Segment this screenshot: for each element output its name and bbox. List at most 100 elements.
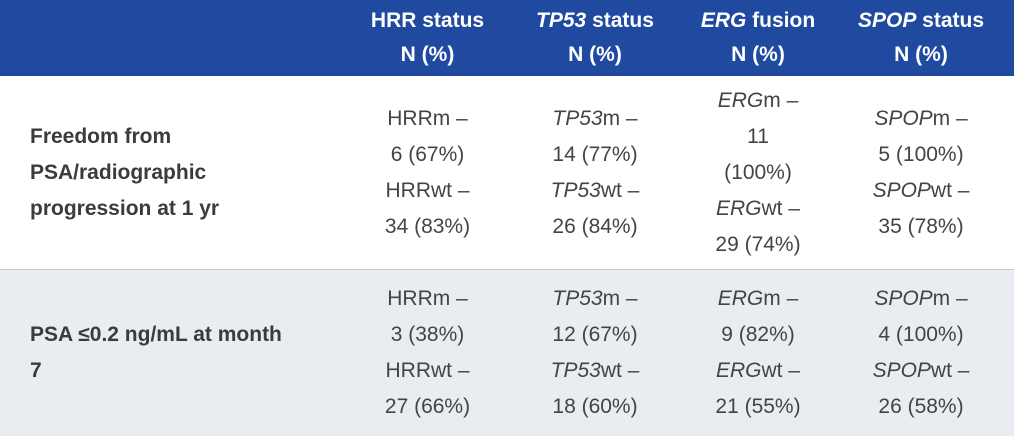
cell-value: 11 — [747, 125, 769, 148]
gene-name: TP53 — [550, 179, 601, 202]
cell-value: m – — [602, 107, 638, 130]
table-cell: SPOPm –5 (100%) SPOPwt –35 (78%) — [838, 76, 1004, 270]
gene-name: TP53 — [550, 359, 601, 382]
cell-value: 5 (100%) — [878, 143, 964, 166]
cell-value: HRRwt – — [385, 179, 470, 202]
cell-line: 27 (66%) — [385, 389, 470, 425]
row-label-line: PSA ≤0.2 ng/mL at month — [30, 323, 282, 346]
cell-line: 34 (83%) — [385, 209, 470, 245]
gene-name: SPOP — [872, 359, 931, 382]
cell-value: 12 (67%) — [552, 323, 638, 346]
cell-value: m – — [602, 287, 638, 310]
column-header-spop: SPOP status N (%) — [838, 0, 1004, 76]
table-row — [0, 270, 1014, 436]
gene-name: ERG — [717, 287, 764, 310]
table-cell: TP53m –12 (67%) TP53wt –18 (60%) — [512, 270, 678, 436]
cell-line: HRRm – — [387, 281, 468, 317]
column-header-tp53: TP53 status N (%) — [512, 0, 678, 76]
cell-value: wt – — [930, 179, 970, 202]
table-cell: TP53m –14 (77%) TP53wt –26 (84%) — [512, 76, 678, 270]
table-cell: ERGm –9 (82%) ERGwt –21 (55%) — [678, 270, 838, 436]
cell-line: ERGwt – — [716, 191, 800, 227]
cell-line: HRRwt – — [385, 173, 469, 209]
column-header-name: HRR status — [370, 9, 485, 32]
cell-value: 35 (78%) — [878, 215, 964, 238]
column-header-name: status — [916, 9, 985, 32]
cell-line: 12 (67%) — [552, 317, 637, 353]
cell-line: HRRm – — [387, 101, 468, 137]
cell-value: 14 (77%) — [552, 143, 638, 166]
cell-line: 9 (82%) — [721, 317, 795, 353]
column-header-hrr: HRR status N (%) — [345, 0, 510, 76]
cell-value: wt – — [600, 359, 640, 382]
cell-value: m – — [763, 89, 799, 112]
cell-value: m – — [932, 287, 968, 310]
table-row — [0, 76, 1014, 270]
cell-value: (100%) — [724, 161, 792, 184]
row-label-line: Freedom from — [30, 125, 172, 148]
gene-name: SPOP — [872, 179, 931, 202]
cell-line: SPOPm – — [874, 281, 967, 317]
cell-value: 29 (74%) — [715, 233, 801, 256]
cell-line: TP53wt – — [551, 353, 640, 389]
cell-value: m – — [932, 107, 968, 130]
column-header-unit: N (%) — [894, 43, 948, 66]
column-header-unit: N (%) — [400, 43, 455, 66]
cell-line: TP53wt – — [551, 173, 640, 209]
cell-line: SPOPwt – — [873, 173, 970, 209]
cell-value: wt – — [761, 359, 801, 382]
row-label: PSA ≤0.2 ng/mL at month 7 — [30, 270, 350, 436]
cell-value: HRRwt – — [385, 359, 470, 382]
cell-line: ERGm – — [718, 281, 799, 317]
cell-line: ERGwt – — [716, 353, 800, 389]
cell-value: 9 (82%) — [721, 323, 795, 346]
gene-name: SPOP — [874, 107, 933, 130]
cell-value: 27 (66%) — [384, 395, 471, 418]
gene-name: ERG — [715, 359, 762, 382]
cell-line: (100%) — [724, 155, 792, 191]
table-cell: SPOPm –4 (100%) SPOPwt –26 (58%) — [838, 270, 1004, 436]
cell-value: wt – — [600, 179, 640, 202]
cell-line: ERGm – — [718, 83, 799, 119]
gene-name: TP53 — [552, 287, 603, 310]
cell-value: 4 (100%) — [878, 323, 964, 346]
cell-value: 18 (60%) — [552, 395, 638, 418]
table-cell: HRRm – 3 (38%) HRRwt – 27 (66%) — [345, 270, 510, 436]
cell-line: 35 (78%) — [878, 209, 963, 245]
cell-line: 29 (74%) — [715, 227, 800, 263]
cell-line: 14 (77%) — [552, 137, 637, 173]
cell-line: TP53m – — [552, 281, 637, 317]
gene-name: TP53 — [552, 107, 603, 130]
gene-name: ERG — [717, 89, 764, 112]
cell-line: 26 (84%) — [552, 209, 637, 245]
cell-line: 11 — [747, 119, 769, 155]
cell-line: HRRwt – — [385, 353, 469, 389]
cell-line: 26 (58%) — [878, 389, 963, 425]
cell-value: 6 (67%) — [390, 143, 465, 166]
column-header-italic: SPOP — [857, 9, 917, 32]
column-header-italic: ERG — [700, 9, 747, 32]
cell-value: 26 (58%) — [878, 395, 964, 418]
cell-value: wt – — [930, 359, 970, 382]
cell-line: 5 (100%) — [878, 137, 963, 173]
column-header-name: fusion — [746, 9, 816, 32]
cell-value: wt – — [761, 197, 801, 220]
column-header-erg: ERG fusion N (%) — [678, 0, 838, 76]
cell-value: m – — [763, 287, 799, 310]
cell-line: 3 (38%) — [391, 317, 465, 353]
gene-name: SPOP — [874, 287, 933, 310]
table-cell: ERGm –11 (100%) ERGwt –29 (74%) — [678, 76, 838, 270]
cell-value: 26 (84%) — [552, 215, 638, 238]
cell-line: 6 (67%) — [391, 137, 465, 173]
cell-line: 18 (60%) — [552, 389, 637, 425]
row-label: Freedom from PSA/radiographic progressio… — [30, 76, 350, 270]
row-label-line: progression at 1 yr — [30, 197, 220, 220]
cell-value: HRRm – — [387, 107, 468, 130]
cell-value: 21 (55%) — [715, 395, 801, 418]
column-header-italic: TP53 — [536, 9, 587, 32]
column-header-unit: N (%) — [568, 43, 622, 66]
column-header-name: status — [586, 9, 654, 32]
cell-line: TP53m – — [552, 101, 637, 137]
cell-value: HRRm – — [387, 287, 468, 310]
